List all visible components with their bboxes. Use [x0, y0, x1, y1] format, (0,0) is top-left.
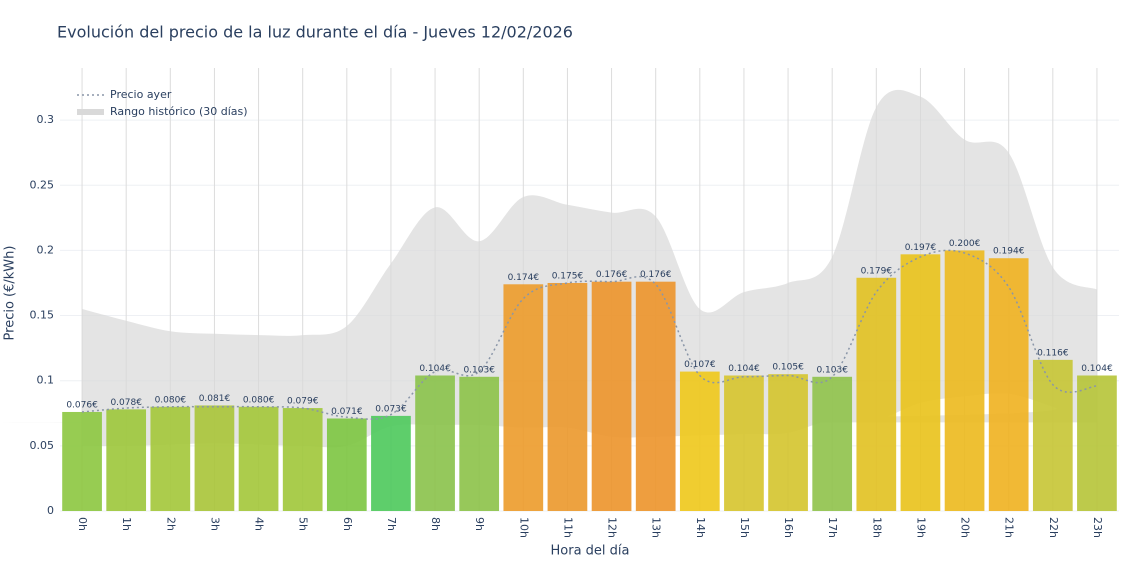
- bar: [503, 284, 544, 511]
- value-label: 0.104€: [728, 364, 760, 374]
- x-tick-label: 2h: [164, 517, 177, 531]
- value-label: 0.078€: [110, 398, 142, 408]
- value-label: 0.179€: [861, 266, 893, 276]
- value-label: 0.200€: [949, 239, 981, 249]
- line-yesterday: [81, 249, 1098, 420]
- value-label: 0.103€: [816, 365, 848, 375]
- bar: [547, 282, 588, 511]
- y-tick-label: 0: [47, 504, 54, 517]
- value-label: 0.081€: [199, 394, 231, 404]
- bar: [944, 250, 985, 512]
- y-tick-label: 0.25: [30, 178, 55, 191]
- bar: [371, 415, 411, 511]
- value-label: 0.104€: [419, 364, 451, 374]
- x-tick-label: 22h: [1047, 517, 1060, 538]
- x-tick-label: 23h: [1091, 517, 1104, 538]
- x-tick-label: 1h: [120, 517, 133, 531]
- value-label: 0.197€: [905, 243, 937, 253]
- x-tick-label: 12h: [606, 517, 619, 538]
- value-label: 0.176€: [640, 270, 672, 280]
- value-label: 0.080€: [155, 395, 187, 405]
- x-tick-label: 5h: [297, 517, 310, 531]
- y-tick-label: 0.2: [37, 243, 55, 256]
- value-label: 0.194€: [993, 247, 1025, 257]
- bar: [415, 375, 455, 511]
- bar: [194, 405, 235, 511]
- bar: [724, 375, 764, 511]
- chart-title: Evolución del precio de la luz durante e…: [57, 23, 573, 42]
- x-tick-label: 7h: [385, 517, 398, 531]
- bar: [1077, 375, 1117, 511]
- value-label: 0.080€: [243, 395, 275, 405]
- x-tick-label: 14h: [694, 517, 707, 538]
- bar: [326, 418, 367, 511]
- legend-swatch: [77, 109, 104, 115]
- x-tick-label: 3h: [208, 517, 221, 531]
- bar: [679, 371, 720, 511]
- x-tick-label: 9h: [473, 517, 486, 531]
- bar: [150, 406, 191, 511]
- y-tick-label: 0.3: [37, 113, 55, 126]
- x-tick-label: 17h: [826, 517, 839, 538]
- legend-label: Precio ayer: [110, 88, 172, 101]
- x-tick-label: 4h: [253, 517, 266, 531]
- value-label: 0.174€: [508, 273, 540, 283]
- value-label: 0.104€: [1081, 364, 1113, 374]
- bar: [768, 374, 808, 511]
- y-tick-label: 0.05: [30, 439, 55, 452]
- bar: [238, 406, 279, 511]
- bar: [856, 277, 897, 511]
- bar: [1032, 359, 1073, 511]
- bar: [635, 281, 676, 511]
- range-band: [0, 89, 1097, 448]
- x-tick-label: 15h: [738, 517, 751, 538]
- x-tick-label: 16h: [782, 517, 795, 538]
- bar: [62, 411, 102, 511]
- legend-label: Rango histórico (30 días): [110, 105, 248, 118]
- y-tick-label: 0.1: [37, 374, 55, 387]
- value-label: 0.107€: [684, 360, 716, 370]
- x-tick-label: 11h: [561, 517, 574, 538]
- y-axis-label: Precio (€/kWh): [3, 246, 18, 341]
- value-label: 0.079€: [287, 397, 319, 407]
- y-tick-label: 0.15: [30, 309, 55, 322]
- value-label: 0.071€: [331, 407, 363, 417]
- value-label: 0.076€: [66, 400, 98, 410]
- x-tick-label: 13h: [650, 517, 663, 538]
- bar: [988, 258, 1029, 511]
- x-tick-label: 8h: [429, 517, 442, 531]
- value-label: 0.176€: [596, 270, 628, 280]
- bar: [591, 281, 632, 511]
- value-label: 0.103€: [463, 365, 495, 375]
- x-axis-label: Hora del día: [551, 544, 630, 559]
- value-label: 0.073€: [375, 404, 407, 414]
- x-tick-label: 20h: [959, 517, 972, 538]
- bar: [459, 376, 500, 511]
- x-tick-label: 19h: [914, 517, 927, 538]
- x-tick-label: 21h: [1003, 517, 1016, 538]
- bar: [106, 409, 147, 511]
- x-tick-label: 0h: [76, 517, 89, 531]
- x-tick-label: 18h: [870, 517, 883, 538]
- bar: [282, 408, 323, 511]
- bar: [812, 376, 853, 511]
- x-tick-label: 6h: [341, 517, 354, 531]
- value-label: 0.116€: [1037, 348, 1069, 358]
- value-label: 0.105€: [772, 363, 804, 373]
- value-label: 0.175€: [552, 271, 584, 281]
- x-tick-label: 10h: [517, 517, 530, 538]
- bar: [900, 254, 941, 511]
